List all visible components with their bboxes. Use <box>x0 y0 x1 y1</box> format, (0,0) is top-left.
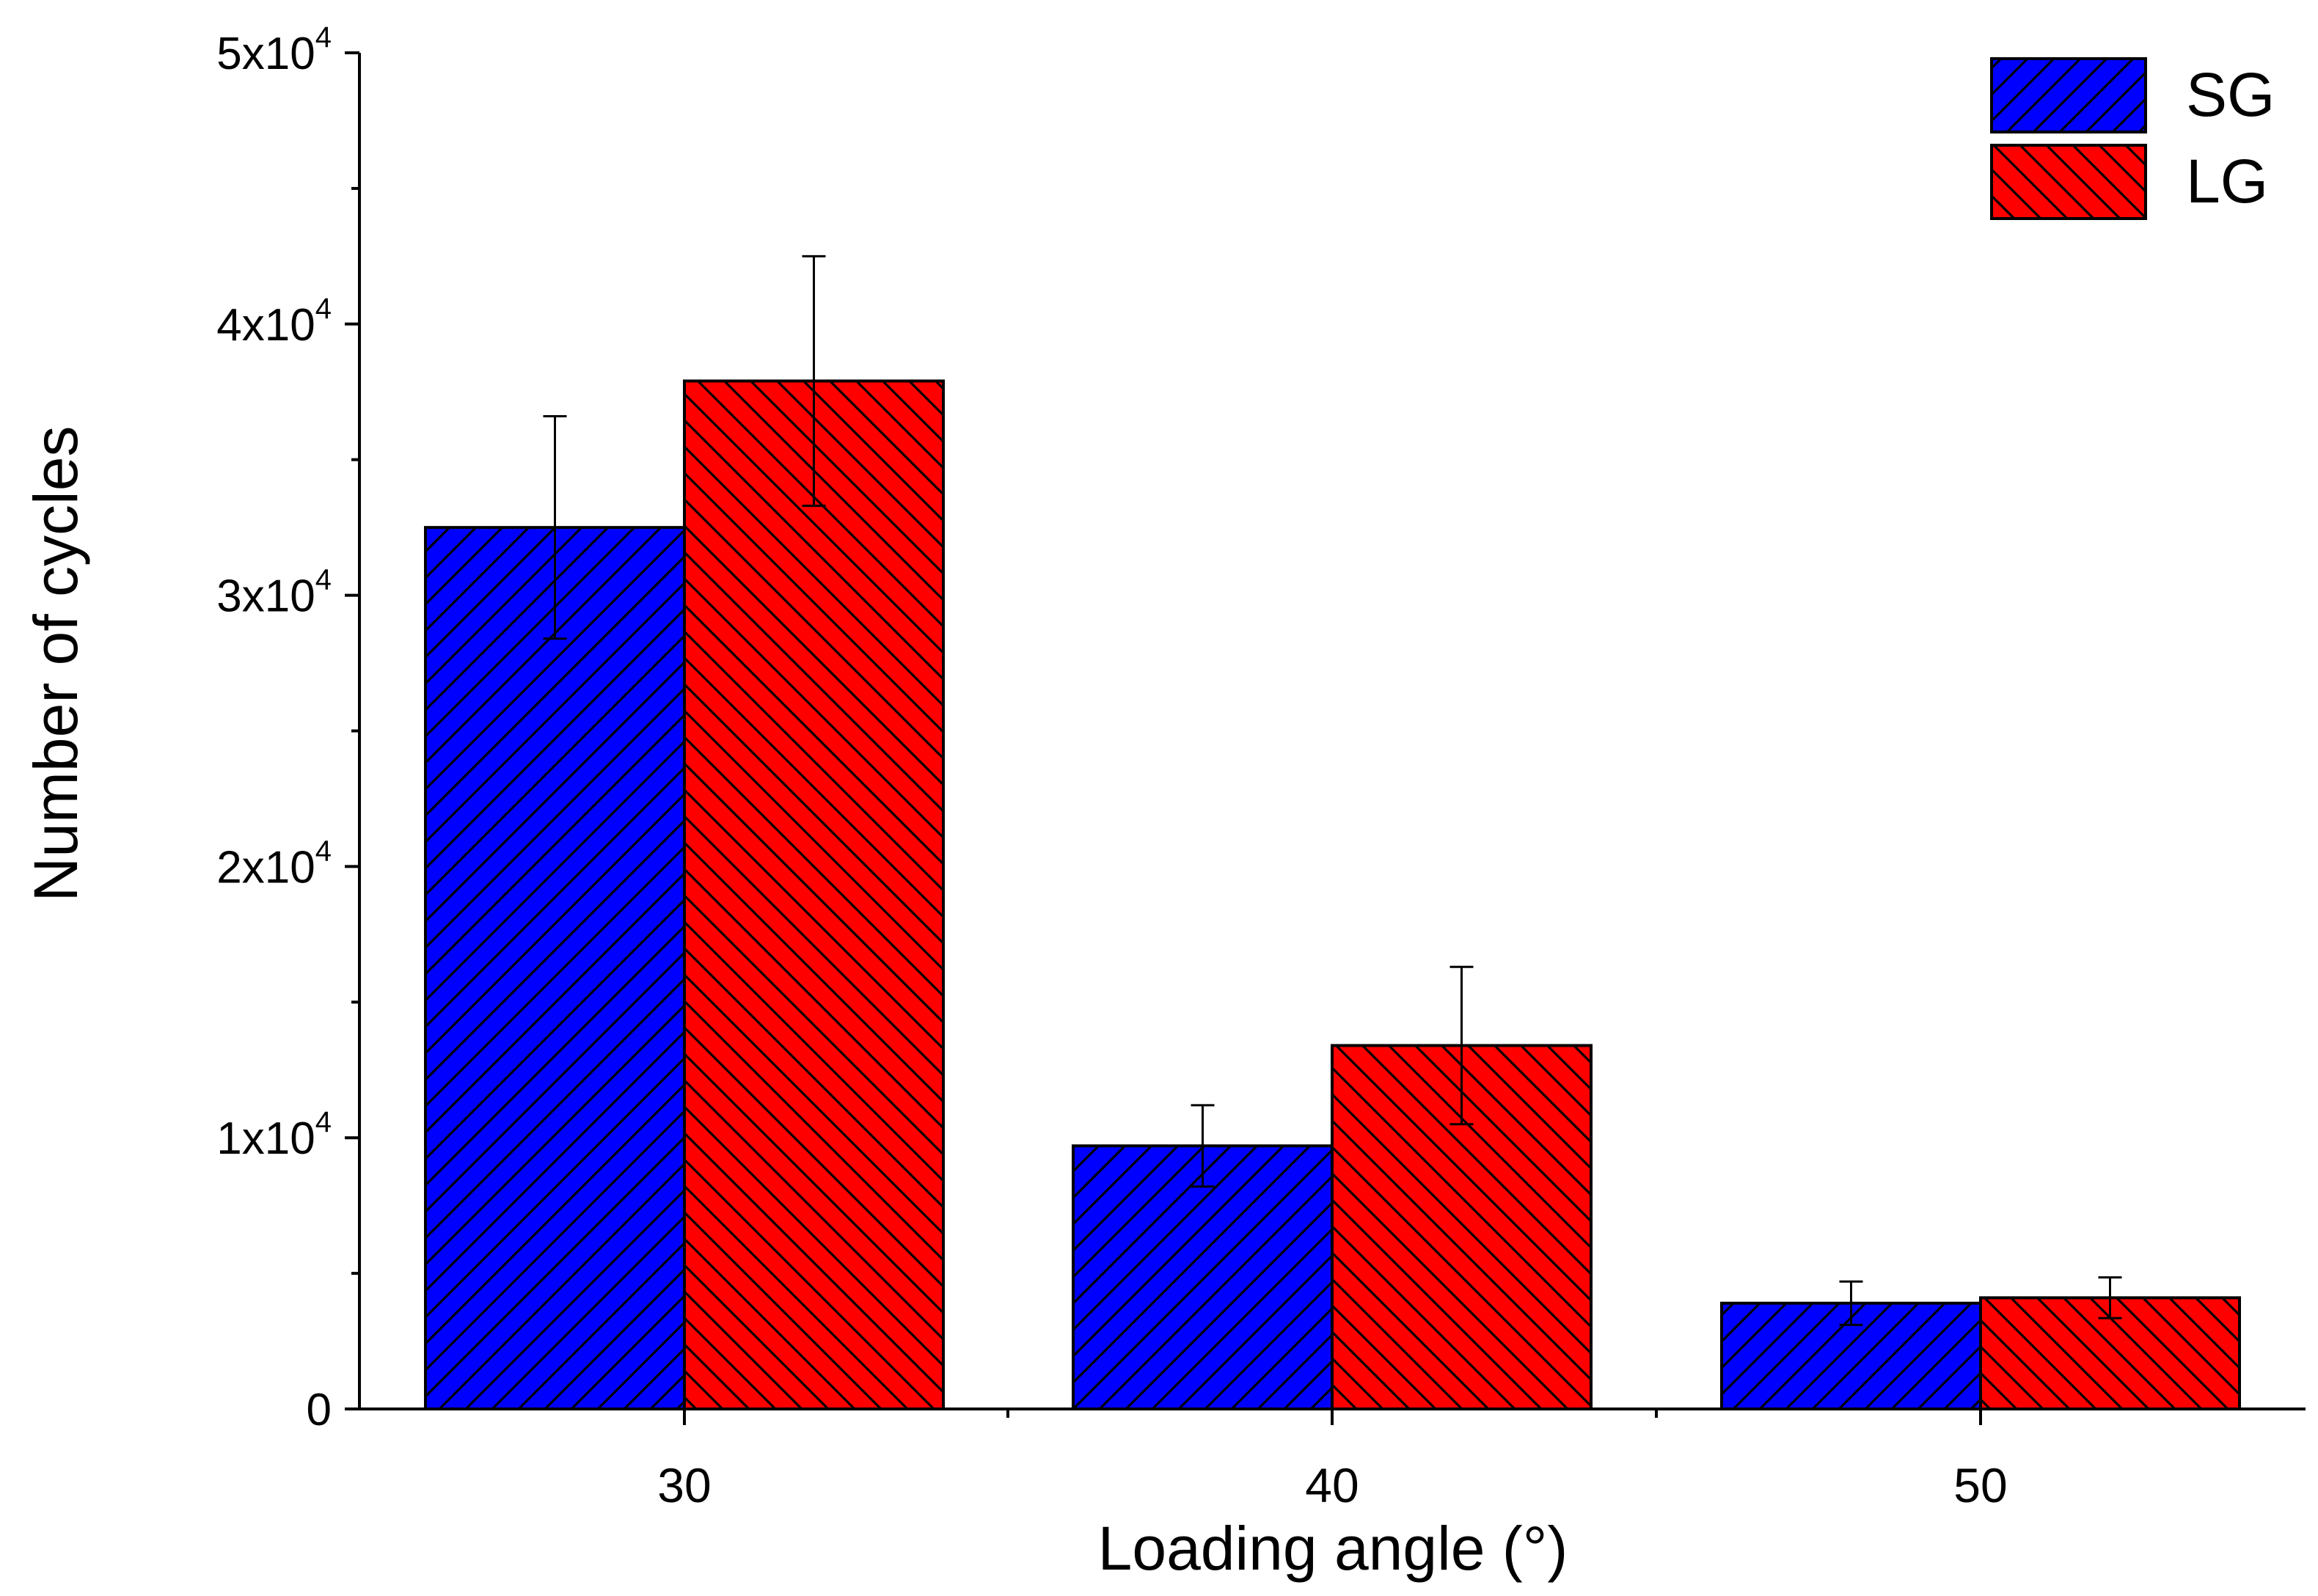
x-tick-label: 50 <box>1953 1458 2007 1512</box>
y-tick-label: 0 <box>307 1385 332 1435</box>
error-bar-sg-40 <box>1191 1104 1215 1188</box>
y-tick-label: 1x104 <box>216 1106 332 1164</box>
bar-hatch-lg-30 <box>683 379 945 1410</box>
legend-item-lg: LG <box>1990 144 2268 220</box>
y-tick-label: 3x104 <box>216 564 332 622</box>
error-bar-lg-40 <box>1449 965 1474 1126</box>
y-axis-label: Number of cycles <box>21 426 90 902</box>
legend-item-sg: SG <box>1990 57 2275 133</box>
legend-label-lg: LG <box>2186 147 2268 216</box>
x-tick-label: 30 <box>657 1458 711 1512</box>
x-ticks: 30 40 50 <box>657 1409 2008 1512</box>
bars-layer <box>424 379 2241 1411</box>
x-axis-label: Loading angle (°) <box>1098 1514 1568 1583</box>
y-ticks: 0 1x104 2x104 3x104 4x104 5x104 <box>216 21 359 1435</box>
legend-label-sg: SG <box>2186 60 2275 129</box>
bar-hatch-sg-30 <box>424 526 686 1410</box>
error-bar-lg-30 <box>802 255 826 508</box>
error-bars-layer <box>543 255 2122 1326</box>
y-tick-label: 2x104 <box>216 835 332 893</box>
y-tick-label: 4x104 <box>216 293 332 351</box>
x-tick-label: 40 <box>1305 1458 1359 1512</box>
error-bar-lg-50 <box>2098 1276 2122 1319</box>
error-bar-sg-30 <box>543 415 567 640</box>
error-bar-sg-50 <box>1839 1280 1863 1326</box>
y-tick-label: 5x104 <box>216 21 332 79</box>
legend: SG LG <box>1990 57 2275 220</box>
